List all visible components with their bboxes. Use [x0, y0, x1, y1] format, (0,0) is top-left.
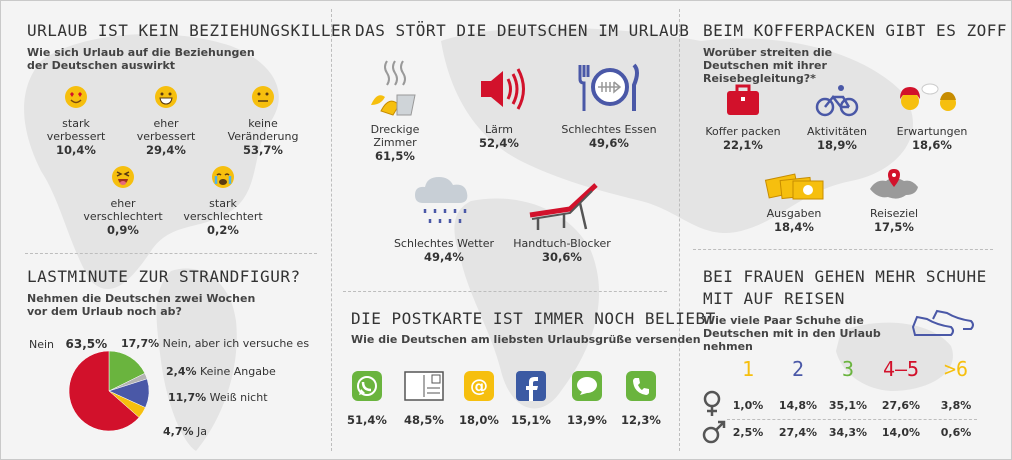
- male-symbol-icon: [702, 420, 726, 444]
- section-title-shoes-line2: MIT AUF REISEN: [703, 289, 845, 308]
- dispute-item: Reiseziel 17,5%: [849, 167, 939, 234]
- female-share-cell: 27,6%: [881, 399, 921, 412]
- crying-emoji-icon: [212, 166, 234, 188]
- section-title-annoyances: DAS STÖRT DIE DEUTSCHEN IM URLAUB: [355, 21, 690, 40]
- female-share-cell: 14,8%: [778, 399, 818, 412]
- annoyance-item: Handtuch-Blocker 30,6%: [507, 175, 617, 264]
- annoyance-item: Dreckige Zimmer 61,5%: [351, 57, 439, 163]
- pie-label-yes: 4,7% Ja: [163, 425, 208, 438]
- email-at-icon: @: [464, 371, 494, 401]
- shoe-count-header: 1: [741, 357, 755, 381]
- section-subtitle-packing: Worüber streiten die Deutschen mit ihrer…: [703, 46, 833, 85]
- female-share-cell: 35,1%: [828, 399, 868, 412]
- annoyance-item: Schlechtes Essen 49,6%: [559, 57, 659, 150]
- section-title-packing: BEIM KOFFERPACKEN GIBT ES ZOFF: [703, 21, 1007, 40]
- dispute-item: Ausgaben 18,4%: [751, 167, 837, 234]
- facebook-icon: [516, 371, 546, 401]
- shoe-count-header: >6: [943, 357, 969, 381]
- female-symbol-icon: [703, 390, 721, 416]
- male-share-cell: 27,4%: [778, 426, 818, 439]
- speaker-icon: [481, 68, 525, 110]
- grinning-emoji-icon: [155, 86, 177, 108]
- male-share-cell: 34,3%: [828, 426, 868, 439]
- pie-slice: [108, 350, 146, 392]
- greeting-channel-item: 15,1%: [509, 371, 553, 427]
- neutral-emoji-icon: [252, 86, 274, 108]
- male-share-cell: 14,0%: [881, 426, 921, 439]
- greeting-channel-item: 12,3%: [619, 371, 663, 427]
- section-title-beach-body: LASTMINUTE ZUR STRANDFIGUR?: [27, 267, 301, 286]
- pie-slice: [68, 350, 140, 432]
- annoyance-item: Schlechtes Wetter 49,4%: [389, 175, 499, 264]
- pie-label-no: Nein 63,5%: [29, 337, 108, 351]
- greeting-channel-item: @ 18,0%: [457, 371, 501, 427]
- pie-label-no-answer: 2,4% Keine Angabe: [166, 365, 276, 378]
- male-share-cell: 2,5%: [732, 426, 764, 439]
- pie-label-try: 17,7% Nein, aber ich versuche es: [121, 337, 310, 350]
- annoyance-item: Lärm 52,4%: [459, 57, 539, 150]
- suitcase-icon: [727, 84, 759, 115]
- sms-bubble-icon: [572, 371, 602, 401]
- shoe-count-header: 4–5: [882, 357, 920, 381]
- section-title-postcard: DIE POSTKARTE IST IMMER NOCH BELIEBT: [351, 309, 716, 328]
- relationship-item: eher verschlechtert 0,9%: [79, 165, 167, 237]
- dispute-item: Erwartungen 18,6%: [885, 83, 979, 152]
- section-title-relationships: URLAUB IST KEIN BEZIEHUNGSKILLER: [27, 21, 352, 40]
- relationship-item: stark verschlechtert 0,2%: [173, 165, 273, 237]
- section-title-shoes: BEI FRAUEN GEHEN MEHR SCHUHE: [703, 267, 987, 286]
- rain-cloud-icon: [415, 177, 468, 223]
- greeting-channel-item: 51,4%: [345, 371, 389, 427]
- postcard-icon: [404, 371, 444, 401]
- pie-label-dont-know: 11,7% Weiß nicht: [168, 391, 268, 404]
- euro-bills-icon: [764, 173, 824, 200]
- weight-loss-pie-chart: [68, 350, 150, 432]
- fishbone-plate-icon: [578, 63, 639, 111]
- section-subtitle-postcard: Wie die Deutschen am liebsten Urlaubsgrü…: [351, 333, 701, 346]
- male-share-cell: 0,6%: [940, 426, 972, 439]
- phone-icon: [626, 371, 656, 401]
- dispute-item: Koffer packen 22,1%: [701, 83, 785, 152]
- whatsapp-icon: [352, 371, 382, 401]
- relationship-item: stark verbessert 10,4%: [36, 85, 116, 157]
- svg-text:@: @: [470, 376, 488, 397]
- couple-thought-icon: [900, 83, 956, 111]
- shoe-count-header: 3: [841, 357, 855, 381]
- cyclist-icon: [815, 85, 859, 117]
- relationship-item: eher verbessert 29,4%: [126, 85, 206, 157]
- dirty-trash-icon: [371, 60, 416, 116]
- sneakers-icon: [911, 309, 974, 336]
- squinting-tongue-emoji-icon: [112, 166, 134, 188]
- sunlounger-icon: [529, 183, 598, 230]
- relationship-item: keine Veränderung 53,7%: [221, 85, 305, 157]
- dispute-item: Aktivitäten 18,9%: [797, 83, 877, 152]
- greeting-channel-item: 48,5%: [399, 371, 449, 427]
- female-share-cell: 3,8%: [940, 399, 972, 412]
- female-share-cell: 1,0%: [732, 399, 764, 412]
- section-subtitle-shoes: Wie viele Paar Schuhe die Deutschen mit …: [703, 314, 881, 353]
- section-subtitle-relationships: Wie sich Urlaub auf die Beziehungen der …: [27, 46, 255, 72]
- map-pin-icon: [870, 169, 918, 199]
- greeting-channel-item: 13,9%: [565, 371, 609, 427]
- section-subtitle-beach-body: Nehmen die Deutschen zwei Wochen vor dem…: [27, 292, 256, 318]
- shoe-count-header: 2: [791, 357, 805, 381]
- heart-eyes-emoji-icon: [65, 86, 87, 108]
